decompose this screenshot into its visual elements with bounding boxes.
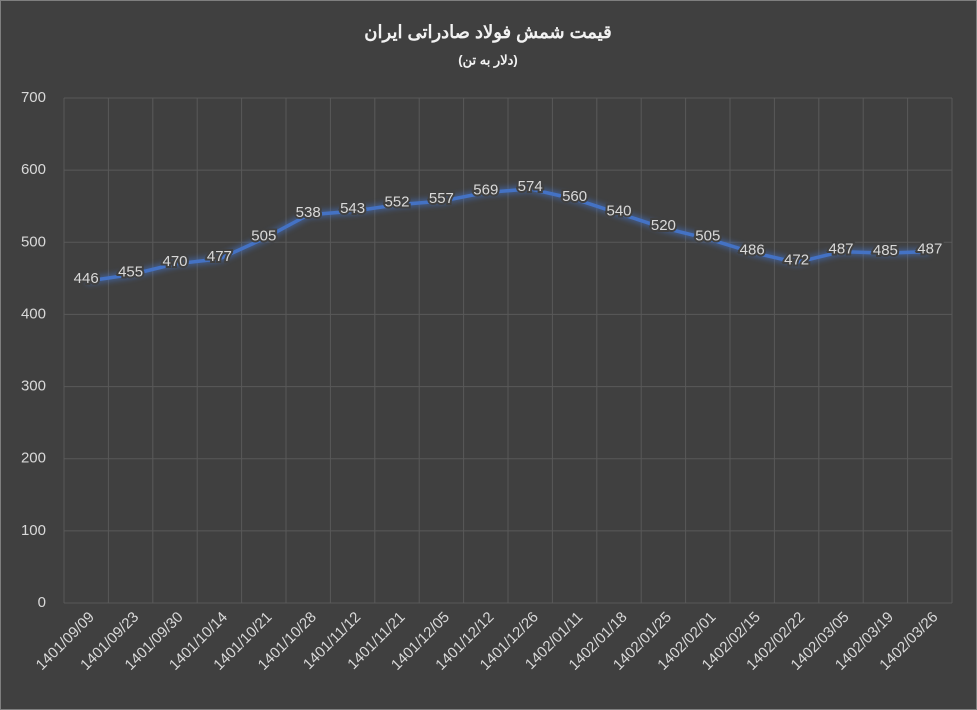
y-tick-label: 500 bbox=[21, 233, 46, 250]
data-label: 486 bbox=[740, 241, 765, 258]
line bbox=[84, 187, 932, 283]
data-label: 505 bbox=[251, 228, 276, 245]
y-tick-label: 0 bbox=[38, 594, 46, 611]
data-label: 470 bbox=[162, 253, 187, 270]
data-label: 557 bbox=[429, 190, 454, 207]
data-label: 487 bbox=[828, 241, 853, 258]
chart-title: قیمت شمش فولاد صادراتی ایران bbox=[364, 22, 611, 43]
y-tick-label: 700 bbox=[21, 89, 46, 106]
y-tick-label: 200 bbox=[21, 450, 46, 467]
data-label: 540 bbox=[606, 202, 631, 219]
data-label: 505 bbox=[695, 228, 720, 245]
chart-subtitle: (دلار به تن) bbox=[458, 52, 518, 68]
data-label: 560 bbox=[562, 188, 587, 205]
data-label: 446 bbox=[74, 270, 99, 287]
plot bbox=[84, 185, 932, 285]
data-label: 538 bbox=[296, 204, 321, 221]
y-tick-label: 100 bbox=[21, 522, 46, 539]
data-label: 485 bbox=[873, 242, 898, 259]
grid bbox=[63, 97, 953, 604]
data-label: 477 bbox=[207, 248, 232, 265]
data-label: 552 bbox=[384, 194, 409, 211]
data-label: 472 bbox=[784, 251, 809, 268]
data-label: 569 bbox=[473, 181, 498, 198]
data-label: 574 bbox=[518, 178, 543, 195]
data-label: 543 bbox=[340, 200, 365, 217]
data-label: 487 bbox=[917, 241, 942, 258]
data-label: 520 bbox=[651, 217, 676, 234]
data-label: 455 bbox=[118, 264, 143, 281]
y-tick-label: 300 bbox=[21, 378, 46, 395]
y-tick-label: 400 bbox=[21, 305, 46, 322]
y-tick-label: 600 bbox=[21, 161, 46, 178]
